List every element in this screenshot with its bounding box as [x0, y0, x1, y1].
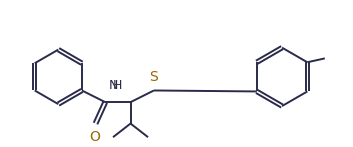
Text: H: H [113, 79, 122, 92]
Text: O: O [89, 130, 100, 144]
Text: N: N [108, 79, 118, 92]
Text: S: S [150, 70, 158, 84]
